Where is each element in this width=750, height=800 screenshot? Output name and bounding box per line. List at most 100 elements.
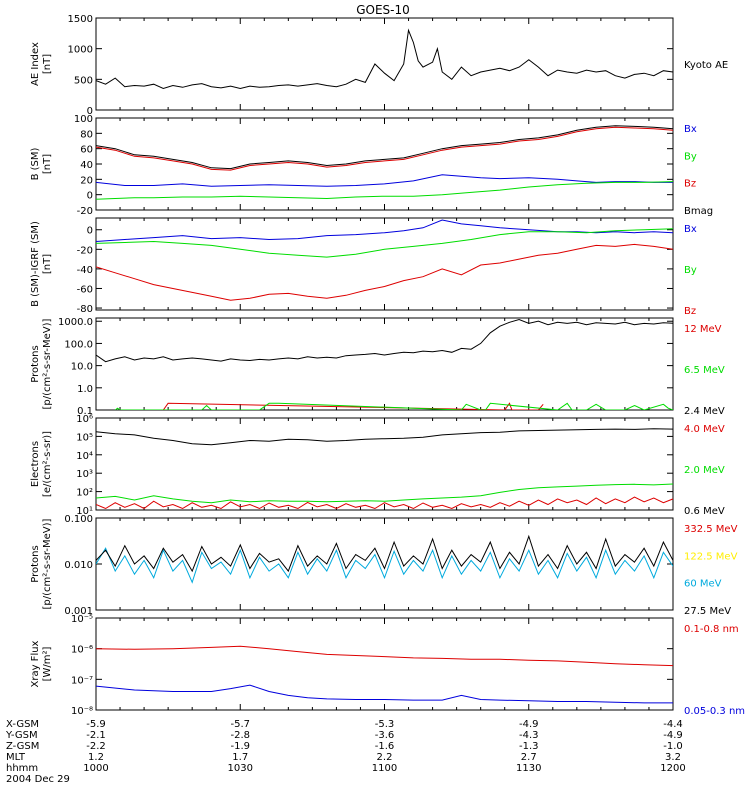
y-tick-label: -20	[77, 245, 93, 256]
y-tick-label: -60	[77, 284, 93, 295]
y-axis-label: [nT]	[42, 254, 53, 274]
y-tick-label: -40	[77, 265, 93, 276]
legend-label: 0.1-0.8 nm	[684, 624, 739, 635]
series-group	[96, 318, 673, 410]
date-label: 2004 Dec 29	[6, 774, 70, 785]
series-line-4-0-mev	[96, 496, 673, 510]
y-tick-label: 10⁻⁸	[71, 706, 93, 717]
series-line-by	[96, 181, 673, 200]
series-line-bz	[96, 126, 673, 171]
series-group	[96, 534, 673, 584]
series-line-bmag	[96, 125, 673, 170]
panel-3: -80 -60 -40 -20 0 B (SM)-IGRF (SM) [nT] Bx By Bz	[30, 217, 697, 317]
y-tick-label: 10⁴	[76, 451, 93, 462]
x-tick-label: 3.2	[665, 752, 681, 763]
series-line-0-1-0-8-nm	[96, 645, 673, 667]
legend-label: 6.5 MeV	[684, 365, 725, 376]
panel-2: -20 0 20 40 60 80 100 B (SM) [nT] Bx By Bz Bmag	[30, 114, 713, 217]
series-line-60-mev	[96, 547, 673, 584]
x-tick-label: 1100	[372, 763, 397, 774]
y-tick-label: 10⁵	[76, 432, 93, 443]
series-line-12-mev	[162, 402, 544, 410]
series-group	[96, 125, 673, 200]
series-line-27-5-mev	[96, 534, 673, 573]
y-tick-label: 500	[74, 75, 93, 86]
y-tick-label: 0	[87, 106, 93, 117]
y-axis-label: Protons	[30, 545, 41, 582]
x-tick-label: -1.0	[663, 741, 683, 752]
legend-label: 2.0 MeV	[684, 465, 725, 476]
y-axis-label: [nT]	[42, 154, 53, 174]
x-tick-label: -4.3	[519, 730, 539, 741]
y-tick-label: -80	[77, 304, 93, 315]
x-tick-label: -3.6	[375, 730, 395, 741]
y-axis-label: Protons	[30, 345, 41, 382]
y-tick-label: 10⁶	[76, 414, 93, 425]
x-tick-label: -4.9	[663, 730, 683, 741]
x-tick-label: -5.7	[230, 719, 250, 730]
x-tick-label: -2.2	[86, 741, 106, 752]
series-line-0-6-mev	[96, 428, 673, 446]
panel-5: 10¹ 10² 10³ 10⁴ 10⁵ 10⁶ Electrons [e/(cm²-s-sr)…	[30, 414, 725, 517]
x-tick-label: 1.2	[88, 752, 104, 763]
x-tick-label: -4.9	[519, 719, 539, 730]
series-line-by	[96, 228, 673, 258]
y-axis-label: [W/m²]	[42, 646, 53, 681]
y-tick-label: 0.1	[77, 406, 93, 417]
x-tick-label: 2.7	[521, 752, 537, 763]
x-row-label: X-GSM	[6, 719, 39, 730]
x-tick-label: 1.7	[232, 752, 248, 763]
x-tick-label: -4.4	[663, 719, 683, 730]
legend-label: 332.5 MeV	[684, 524, 738, 535]
y-tick-label: 60	[80, 145, 93, 156]
series-line-2-4-mev	[96, 318, 673, 363]
time-axis-block: X-GSM -5.9 -5.7 -5.3 -4.9 -4.4Y-GSM -2.1 -2.8 -3…	[5, 719, 686, 785]
panel-frame	[95, 417, 674, 511]
panel-6: 0.001 0.010 0.100 Protons [p/(cm²-s-sr-MeV)]…	[30, 514, 738, 617]
series-line-bx	[96, 174, 673, 187]
y-tick-label: 80	[80, 129, 93, 140]
x-tick-label: -1.6	[375, 741, 395, 752]
panel-7: 10⁻⁸ 10⁻⁷ 10⁻⁶ 10⁻⁵ Xray Flux [W/m²] 0.1-0.8 n…	[30, 614, 745, 717]
y-tick-label: 10⁻⁶	[71, 645, 93, 656]
y-axis-label: B (SM)	[30, 147, 41, 180]
legend-label: Bx	[684, 124, 697, 135]
x-tick-label: -2.1	[86, 730, 106, 741]
series-group	[96, 219, 673, 301]
y-tick-label: 40	[80, 160, 93, 171]
y-tick-label: 0	[87, 226, 93, 237]
y-tick-label: -20	[77, 206, 93, 217]
y-axis-label: [e/(cm²-s-sr)]	[42, 431, 53, 497]
x-tick-label: -2.8	[230, 730, 250, 741]
series-group	[96, 645, 673, 704]
y-tick-label: 1000.0	[58, 317, 93, 328]
x-tick-label: 1130	[516, 763, 541, 774]
x-tick-label: -5.3	[375, 719, 395, 730]
y-tick-label: 10⁻⁷	[71, 675, 93, 686]
legend-label: Bx	[684, 224, 697, 235]
y-tick-label: 10⁻⁵	[71, 614, 93, 625]
panel-frame	[95, 617, 674, 711]
panel-frame	[95, 517, 674, 611]
y-axis-label: [nT]	[42, 54, 53, 74]
plot-title: GOES-10	[356, 3, 410, 17]
x-tick-label: 1000	[83, 763, 108, 774]
legend-label: Bz	[684, 179, 696, 190]
panel-frame	[95, 17, 674, 111]
panel-4: 0.1 1.0 10.0 100.0 1000.0 Protons [p/(cm²-s-sr…	[30, 317, 725, 417]
y-axis-label: Xray Flux	[30, 640, 41, 687]
series-group	[96, 428, 673, 510]
x-row-label: MLT	[6, 752, 26, 763]
series-line-0-05-0-3-nm	[96, 684, 673, 704]
y-axis-label: [p/(cm²-s-sr-MeV)]	[42, 318, 53, 409]
legend-label: 27.5 MeV	[684, 606, 731, 617]
y-axis-label: Electrons	[30, 441, 41, 487]
y-tick-label: 100.0	[64, 339, 93, 350]
y-axis-label: AE Index	[30, 42, 41, 86]
y-tick-label: 10³	[76, 469, 93, 480]
series-line-2-0-mev	[96, 483, 673, 504]
x-row-label: Z-GSM	[6, 741, 39, 752]
legend-label: 12 MeV	[684, 324, 722, 335]
